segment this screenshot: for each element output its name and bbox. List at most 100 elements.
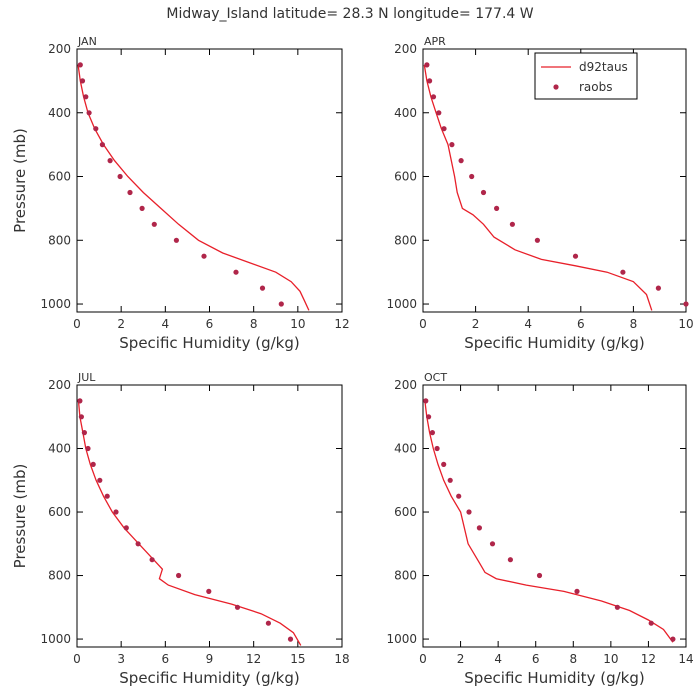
x-axis-label: Specific Humidity (g/kg) [119, 334, 299, 352]
y-tick-label: 200 [48, 378, 71, 392]
plot-frame [76, 384, 343, 648]
x-axis-label: Specific Humidity (g/kg) [119, 669, 299, 687]
panel-label: JUL [77, 371, 96, 384]
data-point-raobs [456, 493, 462, 499]
y-tick-label: 600 [48, 505, 71, 519]
data-point-raobs [614, 604, 621, 610]
data-point-raobs [287, 636, 294, 642]
y-tick-label: 1000 [40, 297, 71, 311]
data-point-raobs [265, 620, 271, 626]
data-point-raobs [434, 445, 440, 452]
data-point-raobs [206, 588, 212, 595]
data-point-raobs [494, 205, 500, 211]
series-line-d92taus [423, 64, 653, 311]
data-point-raobs [429, 430, 435, 436]
x-tick-label: 12 [246, 652, 261, 666]
x-axis-label: Specific Humidity (g/kg) [464, 669, 644, 687]
x-tick-label: 10 [290, 317, 305, 331]
x-tick-label: 2 [457, 652, 465, 666]
plot-frame [422, 384, 687, 648]
x-tick-label: 3 [117, 652, 125, 666]
data-point-raobs [139, 205, 145, 211]
panel-oct: OCT 0 2 4 6 8 10 12 14 200 400 600 800 1000 Specific H… [386, 371, 693, 687]
data-point-raobs [441, 126, 447, 132]
data-point-raobs [670, 636, 676, 642]
y-axis-label: Pressure (mb) [11, 128, 29, 233]
data-point-raobs [173, 237, 179, 243]
data-point-raobs [83, 94, 89, 100]
data-point-raobs [81, 430, 87, 436]
data-point-raobs [77, 398, 83, 404]
data-point-raobs [86, 110, 92, 116]
y-tick-label: 200 [394, 378, 417, 392]
data-point-raobs [423, 398, 429, 404]
data-point-raobs [480, 189, 487, 196]
panel-apr: APR 0 2 4 6 8 10 200 400 600 800 1000 Specific Humid… [386, 35, 693, 352]
series-line-d92taus [424, 400, 674, 643]
data-point-raobs [507, 557, 513, 563]
y-tick-label: 600 [394, 505, 417, 519]
data-point-raobs [476, 525, 482, 531]
data-point-raobs [449, 142, 455, 148]
data-point-raobs [151, 221, 157, 227]
data-point-raobs [201, 253, 207, 259]
x-tick-label: 10 [678, 317, 693, 331]
y-tick-label: 1000 [386, 632, 417, 646]
data-point-raobs [135, 541, 141, 547]
legend-entry: d92taus [579, 60, 628, 74]
y-tick-label: 800 [394, 233, 417, 247]
data-point-raobs [233, 269, 239, 275]
panel-jan: JAN 0 2 4 6 8 10 12 200 400 600 800 1000 Specific Hum… [11, 35, 350, 352]
x-tick-label: 2 [472, 317, 480, 331]
x-tick-label: 10 [603, 652, 618, 666]
data-point-raobs [424, 62, 430, 68]
data-point-raobs [278, 301, 284, 307]
data-point-raobs [466, 509, 472, 515]
plot-frame [422, 48, 687, 313]
y-tick-label: 600 [394, 170, 417, 184]
x-tick-label: 6 [162, 652, 170, 666]
y-tick-label: 200 [48, 42, 71, 56]
y-tick-label: 1000 [40, 632, 71, 646]
data-point-raobs [77, 62, 83, 68]
y-tick-label: 800 [394, 569, 417, 583]
series-line-d92taus [77, 64, 310, 311]
x-tick-label: 6 [532, 652, 540, 666]
data-point-raobs [123, 525, 129, 531]
x-tick-label: 14 [678, 652, 693, 666]
data-point-raobs [427, 78, 433, 84]
x-tick-label: 8 [569, 652, 577, 666]
data-point-raobs [99, 142, 105, 148]
data-point-raobs [113, 509, 119, 515]
data-point-raobs [259, 285, 266, 291]
x-tick-label: 9 [206, 652, 214, 666]
y-tick-label: 800 [48, 569, 71, 583]
data-point-raobs [149, 557, 155, 563]
data-point-raobs [93, 126, 99, 132]
legend: d92taus raobs [534, 52, 638, 100]
x-tick-label: 18 [334, 652, 349, 666]
data-point-raobs [426, 414, 432, 420]
x-axis-label: Specific Humidity (g/kg) [464, 334, 644, 352]
data-point-raobs [447, 477, 453, 483]
plot-frame [76, 48, 343, 313]
data-point-raobs [104, 493, 110, 499]
x-tick-label: 2 [117, 317, 125, 331]
x-tick-label: 0 [73, 317, 81, 331]
x-tick-label: 4 [524, 317, 532, 331]
panel-label: JAN [77, 35, 97, 48]
data-point-raobs [441, 461, 447, 467]
data-point-raobs [176, 572, 182, 579]
y-tick-label: 1000 [386, 297, 417, 311]
data-point-raobs [509, 221, 515, 227]
data-point-raobs [97, 477, 103, 483]
y-tick-label: 200 [394, 42, 417, 56]
x-tick-label: 6 [206, 317, 214, 331]
y-tick-label: 400 [394, 106, 417, 120]
panel-label: OCT [424, 371, 447, 384]
data-point-raobs [469, 173, 475, 180]
x-tick-label: 6 [577, 317, 585, 331]
data-point-raobs [655, 285, 662, 291]
